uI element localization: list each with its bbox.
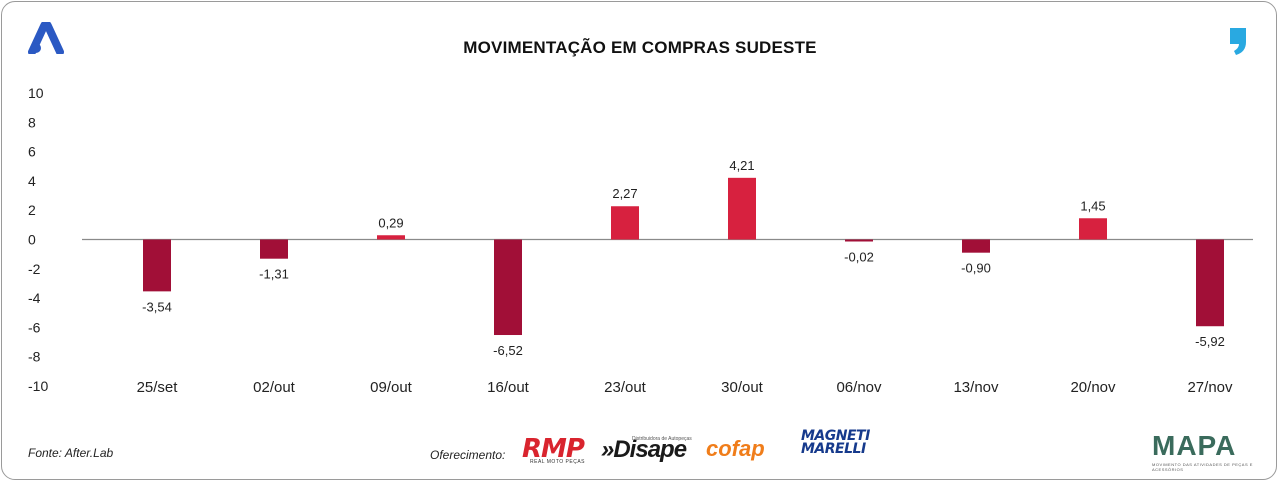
magneti-line: MAGNETI bbox=[801, 428, 870, 444]
y-tick-label: -2 bbox=[28, 261, 41, 277]
y-tick-label: 10 bbox=[28, 85, 44, 101]
x-tick-label: 23/out bbox=[604, 379, 647, 396]
bar-30-out bbox=[728, 177, 756, 240]
mapa-logo: MAPA bbox=[1152, 430, 1237, 461]
x-tick-label: 25/set bbox=[137, 379, 179, 396]
value-label: 0,29 bbox=[378, 215, 403, 230]
marelli-line: MARELLI bbox=[801, 441, 866, 457]
comma-quote-icon bbox=[1230, 28, 1246, 55]
y-tick-label: 2 bbox=[28, 202, 36, 218]
mapa-logo-subtitle: MOVIMENTO DAS ATIVIDADES DE PEÇAS E ACES… bbox=[1152, 462, 1253, 472]
bar-06-nov bbox=[845, 239, 873, 242]
y-tick-label: -8 bbox=[28, 349, 41, 365]
x-tick-label: 06/nov bbox=[836, 379, 882, 396]
y-tick-label: -4 bbox=[28, 290, 41, 306]
y-tick-label: 0 bbox=[28, 232, 36, 248]
bar-09-out bbox=[377, 235, 405, 240]
value-label: 4,21 bbox=[729, 158, 754, 173]
x-tick-label: 16/out bbox=[487, 379, 530, 396]
y-tick-label: -6 bbox=[28, 319, 41, 335]
rmp-logo: RMP bbox=[522, 434, 585, 464]
x-tick-label: 02/out bbox=[253, 379, 296, 396]
value-label: -6,52 bbox=[493, 343, 523, 358]
y-tick-label: 8 bbox=[28, 114, 36, 130]
rmp-logo-subtitle: REAL MOTO PEÇAS bbox=[530, 459, 586, 465]
value-label: -5,92 bbox=[1195, 334, 1225, 349]
value-label: 1,45 bbox=[1080, 198, 1105, 213]
x-tick-label: 09/out bbox=[370, 379, 413, 396]
x-tick-label: 20/nov bbox=[1070, 379, 1116, 396]
y-tick-label: -10 bbox=[28, 378, 48, 394]
bar-27-nov bbox=[1196, 239, 1224, 327]
cofap-logo: cofap bbox=[706, 436, 765, 461]
value-label: -1,31 bbox=[259, 267, 289, 282]
x-tick-label: 30/out bbox=[721, 379, 764, 396]
disape-logo: »Disape bbox=[601, 436, 687, 463]
x-tick-label: 13/nov bbox=[953, 379, 999, 396]
bar-02-out bbox=[260, 239, 288, 259]
bar-16-out bbox=[494, 239, 522, 336]
x-tick-label: 27/nov bbox=[1187, 379, 1233, 396]
magneti-marelli-logo: MAGNETI MARELLI bbox=[801, 428, 870, 457]
disape-logo-subtitle: Distribuidora de Autopeças bbox=[632, 436, 692, 442]
chart-title: MOVIMENTAÇÃO EM COMPRAS SUDESTE bbox=[463, 38, 817, 57]
value-label: -3,54 bbox=[142, 299, 172, 314]
value-label: -0,90 bbox=[961, 261, 991, 276]
offer-label: Oferecimento: bbox=[430, 448, 506, 462]
bar-13-nov bbox=[962, 239, 990, 253]
bar-23-out bbox=[611, 206, 639, 240]
value-label: -0,02 bbox=[844, 250, 874, 265]
brand-a-logo bbox=[28, 22, 64, 54]
source-note: Fonte: After.Lab bbox=[28, 446, 114, 460]
bar-20-nov bbox=[1079, 218, 1107, 240]
bar-25-set bbox=[143, 239, 171, 292]
value-label: 2,27 bbox=[612, 186, 637, 201]
y-tick-label: 4 bbox=[28, 173, 36, 189]
y-tick-label: 6 bbox=[28, 144, 36, 160]
